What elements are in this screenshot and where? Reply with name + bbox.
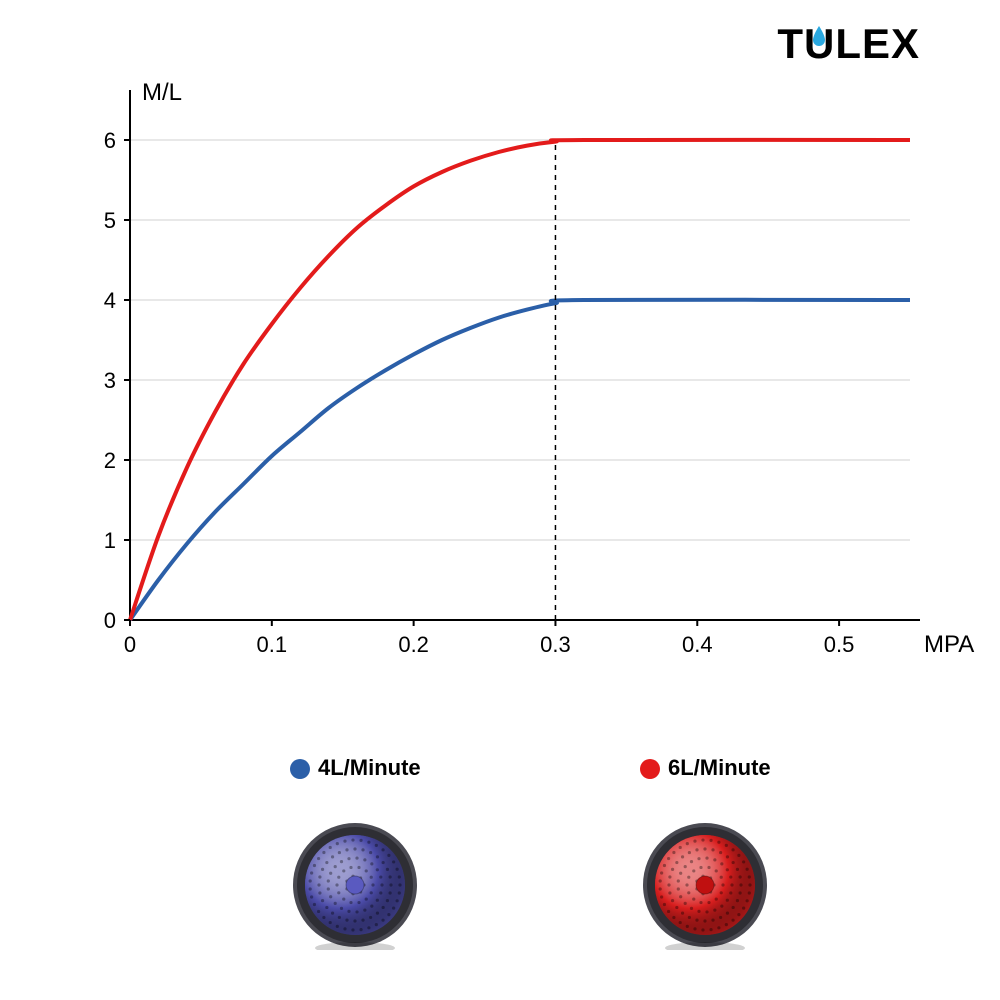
legend-item-red: 6L/Minute — [640, 755, 771, 781]
svg-text:5: 5 — [104, 208, 116, 233]
svg-text:0.3: 0.3 — [540, 632, 571, 657]
svg-text:4: 4 — [104, 288, 116, 313]
aerator-images — [0, 810, 1000, 980]
legend-label: 4L/Minute — [318, 755, 421, 780]
x-axis-title: MPA — [924, 631, 974, 658]
chart-ticks: 0 1 2 3 4 5 6 0 0.1 0.2 0.3 0.4 0.5 — [104, 128, 855, 657]
aerator-blue — [290, 820, 420, 950]
legend-label: 6L/Minute — [668, 755, 771, 780]
svg-text:3: 3 — [104, 368, 116, 393]
svg-text:2: 2 — [104, 448, 116, 473]
legend-dot-icon — [640, 759, 660, 779]
svg-text:0.5: 0.5 — [824, 632, 855, 657]
svg-text:6: 6 — [104, 128, 116, 153]
y-axis-title: M/L — [142, 79, 182, 106]
svg-text:0: 0 — [104, 608, 116, 633]
flow-chart: 012345600.10.20.30.40.5 M/L MPA — [60, 80, 940, 680]
legend-item-blue: 4L/Minute — [290, 755, 421, 781]
svg-text:0.1: 0.1 — [257, 632, 288, 657]
logo-droplet-icon — [812, 26, 826, 46]
chart-svg: 012345600.10.20.30.40.5 M/L MPA — [60, 80, 940, 680]
svg-text:0: 0 — [124, 632, 136, 657]
legend-dot-icon — [290, 759, 310, 779]
svg-text:0.4: 0.4 — [682, 632, 713, 657]
aerator-red — [640, 820, 770, 950]
chart-legend: 4L/Minute 6L/Minute — [0, 755, 1000, 795]
brand-logo: TULEX — [777, 20, 920, 68]
svg-text:1: 1 — [104, 528, 116, 553]
svg-text:0.2: 0.2 — [398, 632, 429, 657]
